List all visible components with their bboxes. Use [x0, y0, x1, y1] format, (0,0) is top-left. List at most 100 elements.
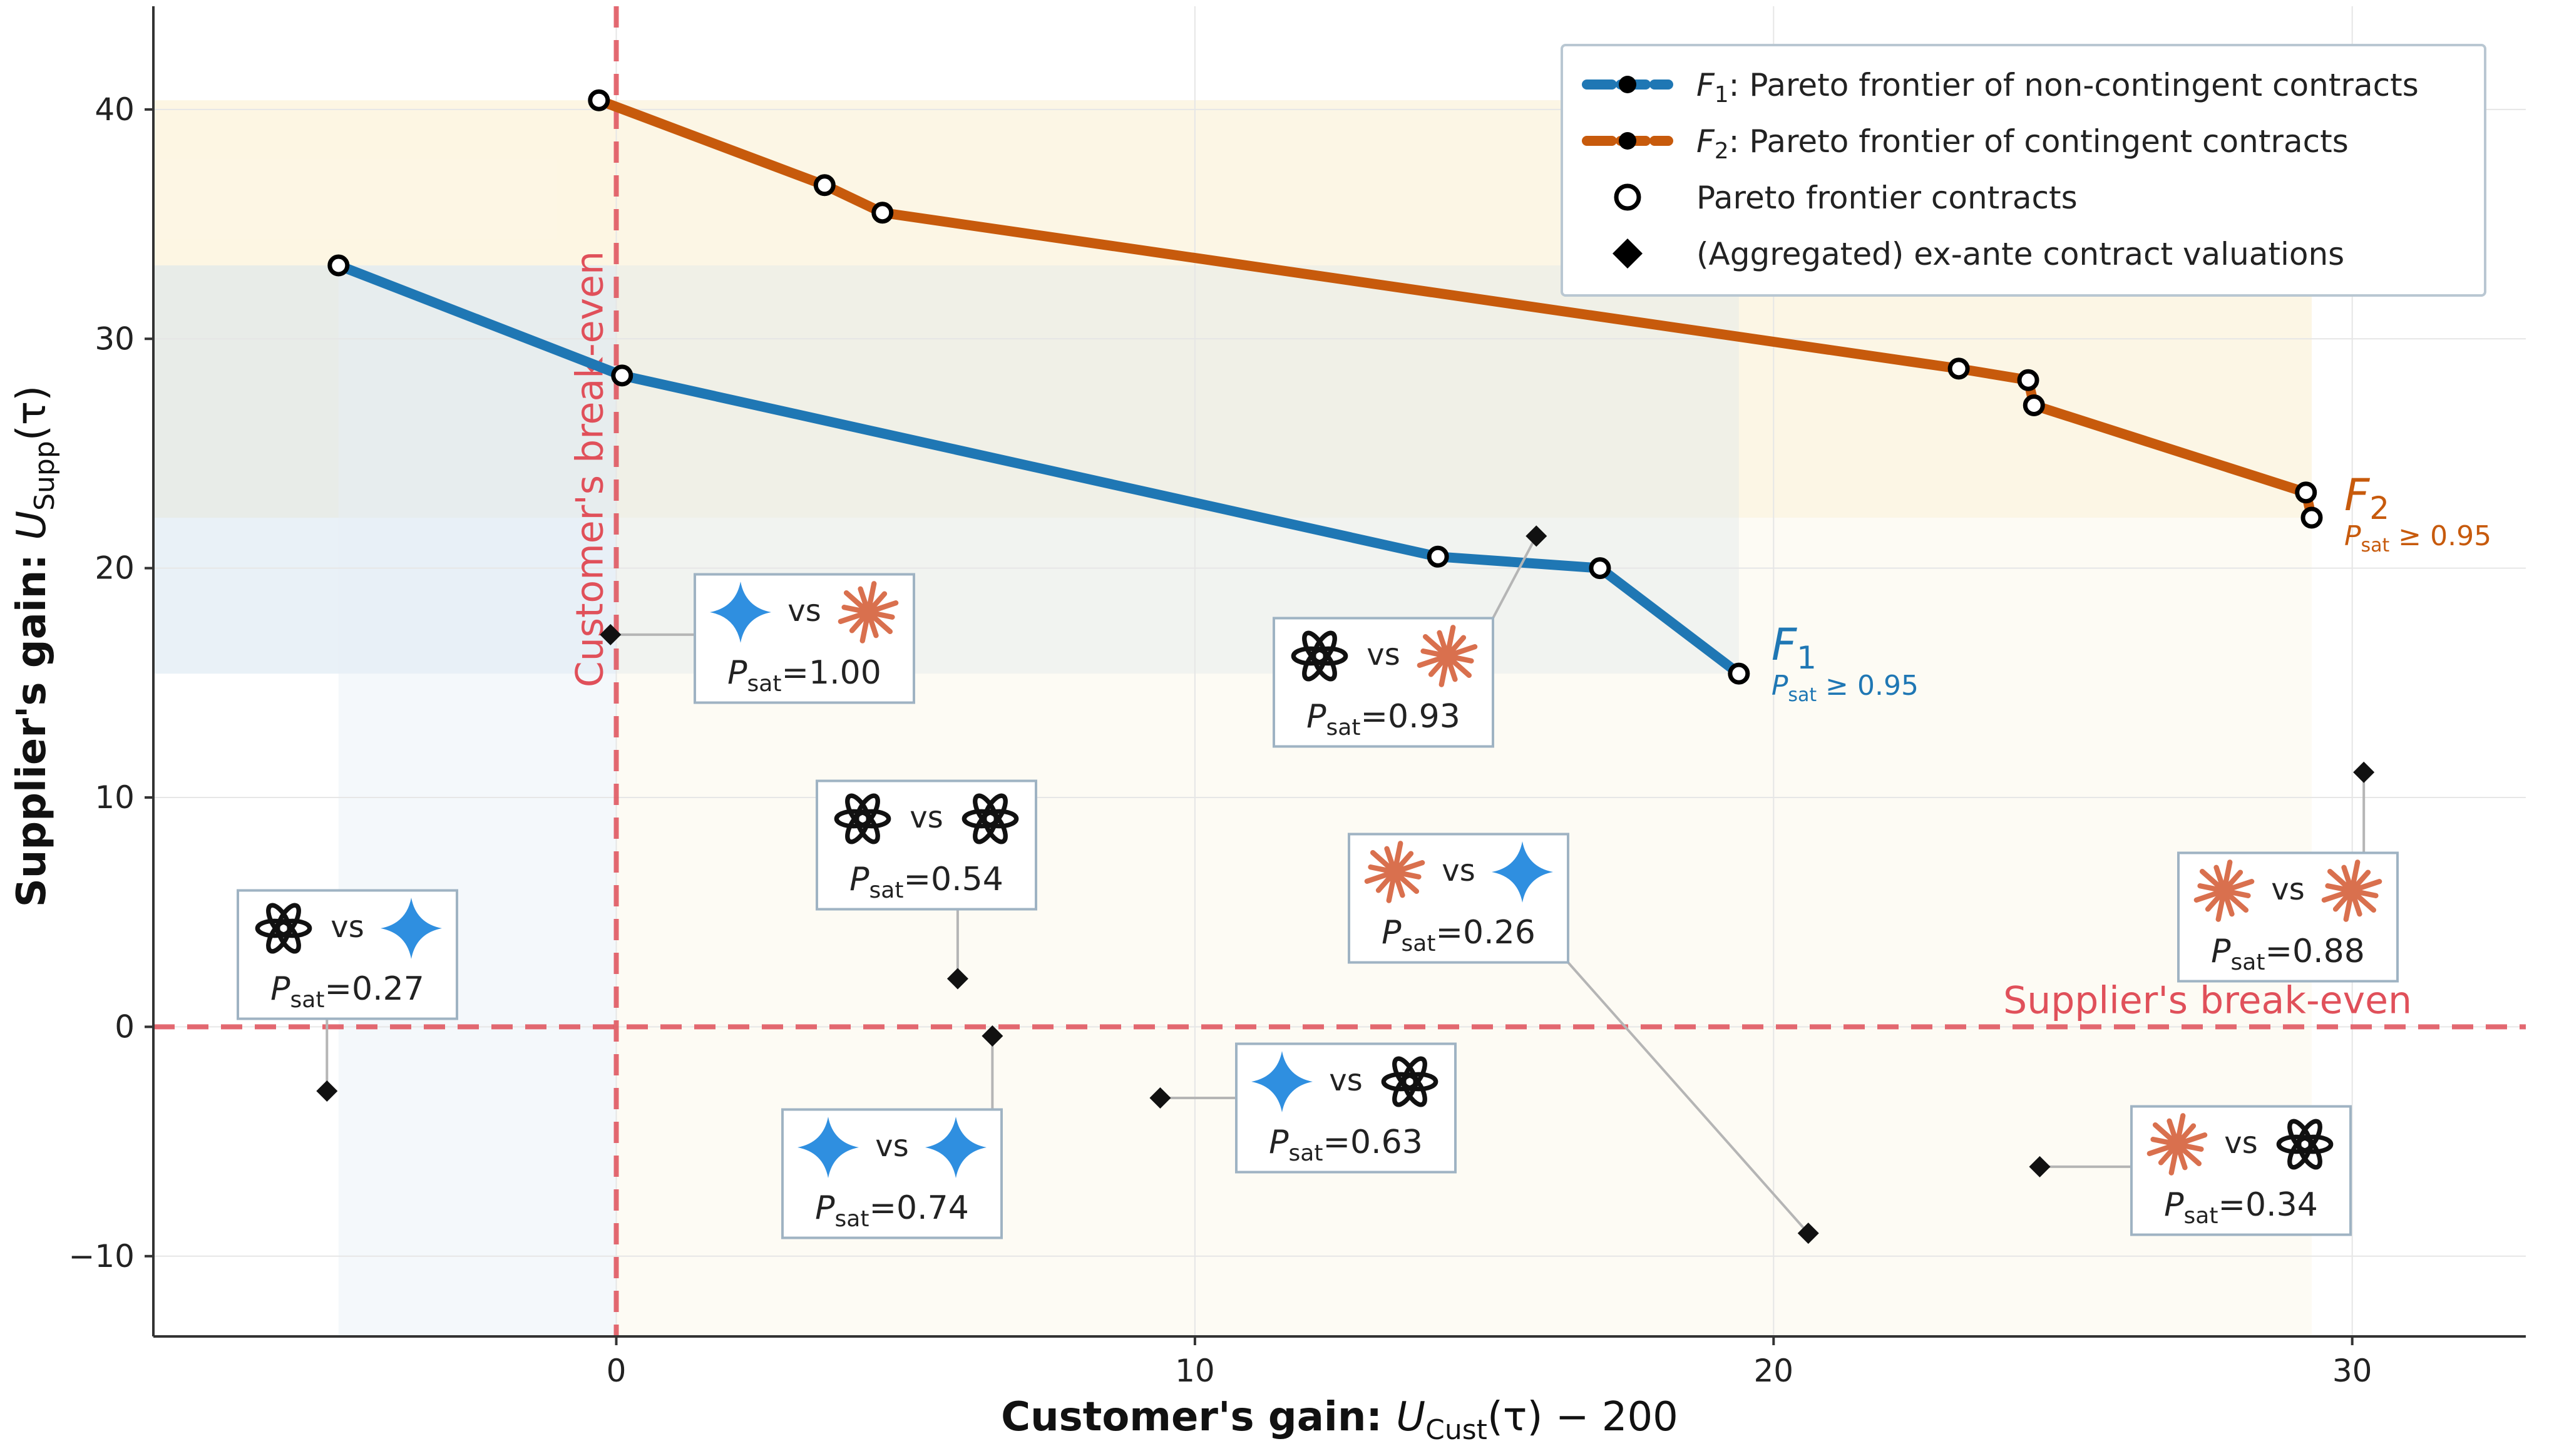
p-sat-label: Psat=0.26: [1382, 914, 1536, 956]
y-tick-label: 30: [95, 320, 135, 357]
y-tick-label: 20: [95, 550, 135, 587]
annotation-box-frame: [1348, 833, 1569, 964]
valuation-markers: [316, 525, 2375, 1244]
valuation-box: vs Psat=0.63: [1235, 1042, 1457, 1174]
legend-label: Pareto frontier contracts: [1696, 180, 2078, 216]
frontier-point: [871, 202, 894, 224]
valuation-diamond: [600, 623, 622, 645]
valuation-box: vs Psat=0.26: [1348, 833, 1569, 964]
annotation-leader: [1492, 535, 1538, 619]
valuation-box: vs Psat=1.00: [694, 573, 915, 704]
legend-label: F1: Pareto frontier of non-contingent co…: [1696, 67, 2419, 108]
legend-label: (Aggregated) ex-ante contract valuations: [1696, 236, 2344, 272]
break-even-lines: Customer's break-even Supplier's break-ev…: [153, 6, 2526, 1336]
annotation-box-frame: [694, 573, 915, 704]
legend-dot: [1619, 132, 1636, 150]
frontier-point: [2295, 481, 2317, 504]
axes: 0 10 20 30 −10 0 10 20 30 40 Customer's gain: UCus…: [9, 6, 2526, 1446]
legend: F1: Pareto frontier of non-contingent co…: [1561, 44, 2486, 297]
frontier-point: [1427, 545, 1449, 568]
openai-icon: [962, 793, 1019, 844]
customer-break-even-label: Customer's break-even: [568, 251, 612, 687]
frontier-point: [611, 364, 633, 387]
vs-label: vs: [875, 1129, 908, 1164]
annotation-leaders: [326, 535, 2366, 1234]
y-tick-label: 40: [95, 91, 135, 128]
frontier-point: [2017, 369, 2039, 391]
legend-open-circle: [1614, 183, 1641, 211]
x-tick-label: 20: [1753, 1353, 1793, 1389]
y-tick-label: 10: [95, 779, 135, 816]
annotation-box-frame: [1273, 617, 1494, 748]
openai-icon: [1381, 1056, 1438, 1107]
shaded-region: [338, 265, 617, 1336]
x-tick-label: 10: [1175, 1353, 1215, 1389]
valuation-box: vs Psat=0.93: [1273, 617, 1494, 748]
annotation-box-frame: [2130, 1105, 2352, 1236]
x-tick-label: 30: [2332, 1353, 2372, 1389]
series-note-f1: Psat​ ≥ 0.95: [1772, 670, 1919, 706]
frontier-point: [588, 89, 610, 111]
vs-label: vs: [1367, 637, 1400, 672]
p-sat-label: Psat=0.63: [1269, 1124, 1423, 1166]
openai-icon: [834, 793, 891, 844]
claude-icon: [2321, 859, 2382, 922]
valuation-diamond: [2029, 1156, 2051, 1177]
gemini-icon: [710, 582, 771, 643]
vs-label: vs: [1329, 1063, 1362, 1098]
openai-icon: [2276, 1119, 2334, 1170]
valuation-diamond: [982, 1025, 1003, 1047]
gemini-icon: [925, 1117, 987, 1178]
vs-label: vs: [787, 593, 821, 628]
frontier-point: [2300, 506, 2323, 529]
valuation-box: vs Psat=0.34: [2130, 1105, 2352, 1236]
frontier-point: [1947, 357, 1970, 380]
annotation-box-frame: [2177, 851, 2399, 983]
frontier-point: [2023, 394, 2045, 416]
valuation-diamond: [1797, 1223, 1819, 1244]
x-axis-label: Customer's gain: UCust(τ) − 200: [1001, 1394, 1678, 1446]
annotation-box-frame: [816, 779, 1037, 911]
p-sat-label: Psat=0.34: [2164, 1186, 2318, 1229]
claude-icon: [2146, 1113, 2208, 1176]
valuation-diamond: [946, 968, 968, 990]
frontier-point: [1589, 557, 1611, 580]
valuation-diamond: [316, 1080, 338, 1102]
claude-icon: [1364, 841, 1425, 903]
y-axis-label: Supplier's gain: USupp(τ): [9, 386, 61, 907]
vs-label: vs: [1442, 853, 1475, 888]
frontier-point: [327, 254, 350, 277]
claude-icon: [2193, 859, 2255, 922]
valuation-box: vs Psat=0.74: [781, 1108, 1003, 1239]
gemini-icon: [797, 1117, 859, 1178]
annotation-box-frame: [237, 889, 458, 1020]
valuation-diamond: [2353, 761, 2375, 783]
vs-label: vs: [2224, 1125, 2257, 1161]
legend-frame: [1561, 44, 2486, 297]
p-sat-label: Psat=0.54: [849, 861, 1003, 903]
shaded-region: [153, 265, 1739, 674]
supplier-break-even-label: Supplier's break-even: [2003, 978, 2412, 1022]
valuation-diamond: [1149, 1087, 1171, 1109]
p-sat-label: Psat=0.27: [270, 970, 424, 1013]
vs-label: vs: [910, 800, 943, 835]
y-tick-label: 0: [115, 1008, 135, 1045]
valuation-annotations: vs Psat=1.00 vs Psat=0.93 vs Psat=0.88 vs Psat=…: [237, 573, 2399, 1239]
p-sat-label: Psat=0.74: [815, 1189, 969, 1232]
vs-label: vs: [331, 910, 364, 945]
series-note-f2: Psat​ ≥ 0.95: [2344, 520, 2491, 556]
frontier-point: [1728, 662, 1750, 685]
annotation-box-frame: [781, 1108, 1003, 1239]
gemini-icon: [1251, 1051, 1313, 1112]
valuation-diamond: [1526, 525, 1547, 547]
legend-label: F2: Pareto frontier of contingent contra…: [1696, 123, 2349, 164]
frontier-point: [813, 174, 836, 197]
p-sat-label: Psat=0.93: [1306, 698, 1460, 741]
p-sat-label: Psat=0.88: [2211, 933, 2365, 975]
valuation-box: vs Psat=0.54: [816, 779, 1037, 911]
gemini-icon: [1492, 841, 1553, 903]
openai-icon: [1291, 630, 1348, 682]
gemini-icon: [381, 898, 442, 959]
